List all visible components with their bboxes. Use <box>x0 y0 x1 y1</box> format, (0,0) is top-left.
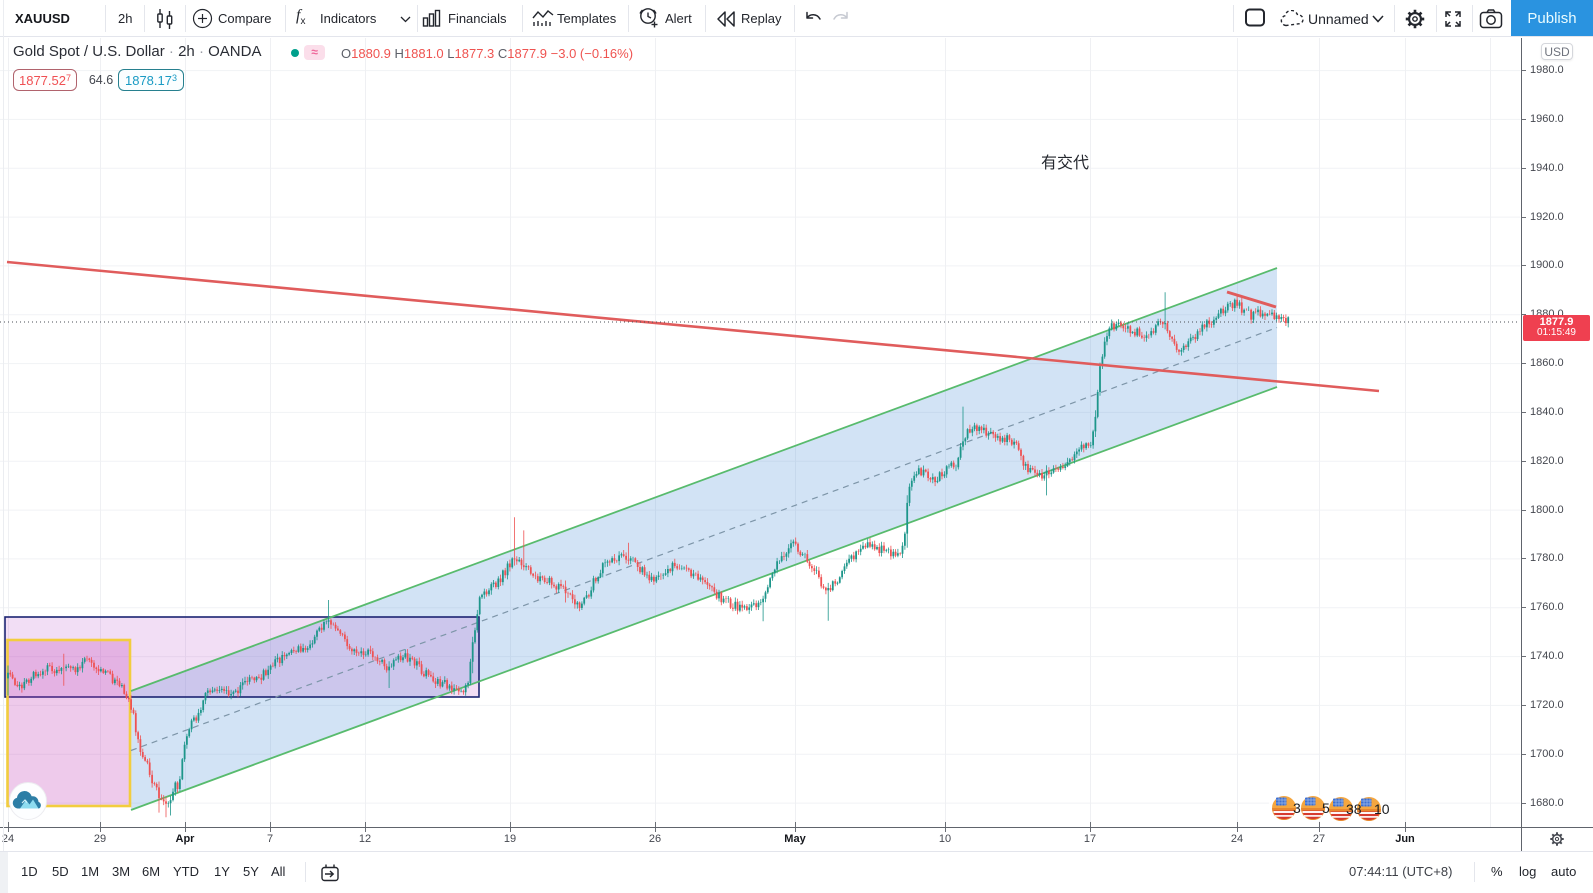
svg-text:5: 5 <box>1322 800 1330 816</box>
svg-text:10: 10 <box>1374 801 1390 817</box>
svg-text:38: 38 <box>1346 801 1362 817</box>
svg-text:有交代: 有交代 <box>1041 154 1089 172</box>
svg-text:3: 3 <box>1293 800 1301 816</box>
